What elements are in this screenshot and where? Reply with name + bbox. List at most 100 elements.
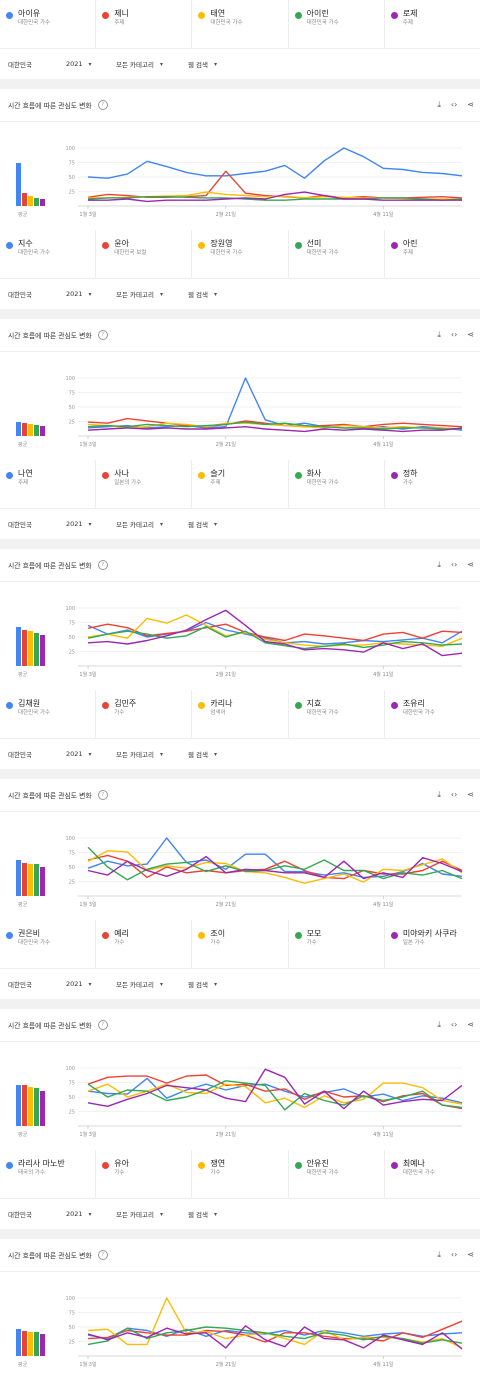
download-icon[interactable]: ⤓: [437, 1020, 441, 1029]
series-line[interactable]: [87, 850, 463, 884]
embed-icon[interactable]: ‹›: [450, 790, 458, 799]
legend-item[interactable]: 지효 대한민국 가수: [289, 690, 385, 738]
category-filter[interactable]: 모든 카테고리 ▾: [116, 289, 188, 300]
legend-item[interactable]: 장원영 대한민국 가수: [192, 230, 289, 278]
series-line[interactable]: [87, 1320, 463, 1343]
series-line[interactable]: [87, 625, 463, 650]
legend-item[interactable]: 권은비 대한민국 가수: [0, 920, 97, 968]
series-line[interactable]: [87, 1068, 463, 1110]
region-filter[interactable]: 대한민국: [8, 1209, 66, 1219]
year-filter[interactable]: 2021 ▾: [66, 750, 116, 758]
series-line[interactable]: [87, 377, 463, 431]
series-line[interactable]: [87, 147, 463, 179]
year-filter[interactable]: 2021 ▾: [66, 1210, 116, 1218]
search-type-filter[interactable]: 웹 검색 ▾: [188, 979, 248, 990]
series-line[interactable]: [87, 195, 463, 201]
legend-item[interactable]: 김채원 대한민국 가수: [0, 690, 97, 738]
series-line[interactable]: [87, 855, 463, 880]
search-type-filter[interactable]: 웹 검색 ▾: [188, 59, 248, 70]
search-type-filter[interactable]: 웹 검색 ▾: [188, 1209, 248, 1220]
series-line[interactable]: [87, 1074, 463, 1110]
category-filter[interactable]: 모든 카테고리 ▾: [116, 979, 188, 990]
legend-item[interactable]: 김민주 가수: [96, 690, 193, 738]
embed-icon[interactable]: ‹›: [450, 330, 458, 339]
legend-item[interactable]: 조이 가수: [192, 920, 289, 968]
legend-item[interactable]: 나연 주제: [0, 460, 97, 508]
region-filter[interactable]: 대한민국: [8, 289, 66, 299]
download-icon[interactable]: ⤓: [437, 100, 441, 109]
download-icon[interactable]: ⤓: [437, 330, 441, 339]
legend-item[interactable]: 조유리 대한민국 가수: [385, 690, 480, 738]
embed-icon[interactable]: ‹›: [450, 1250, 458, 1259]
series-line[interactable]: [87, 614, 463, 648]
legend-item[interactable]: 라리사 마노반 태국의 가수: [0, 1150, 97, 1198]
share-icon[interactable]: ⋖: [467, 1020, 474, 1029]
series-line[interactable]: [87, 609, 463, 657]
series-line[interactable]: [87, 421, 462, 430]
series-line[interactable]: [87, 846, 463, 881]
legend-item[interactable]: 유아 가수: [96, 1150, 193, 1198]
share-icon[interactable]: ⋖: [467, 790, 474, 799]
legend-item[interactable]: 안유진 대한민국 가수: [289, 1150, 385, 1198]
legend-item[interactable]: 지수 대한민국 가수: [0, 230, 97, 278]
legend-item[interactable]: 아이린 대한민국 가수: [289, 0, 385, 48]
help-icon[interactable]: ?: [97, 560, 108, 570]
legend-item[interactable]: 쟁연 가수: [192, 1150, 289, 1198]
legend-item[interactable]: 최예나 대한민국 가수: [385, 1150, 480, 1198]
series-line[interactable]: [87, 1327, 463, 1340]
legend-item[interactable]: 화사 대한민국 가수: [289, 460, 385, 508]
help-icon[interactable]: ?: [97, 1020, 108, 1030]
share-icon[interactable]: ⋖: [467, 560, 474, 569]
region-filter[interactable]: 대한민국: [8, 59, 66, 69]
series-line[interactable]: [87, 425, 463, 433]
download-icon[interactable]: ⤓: [437, 560, 441, 569]
help-icon[interactable]: ?: [97, 790, 108, 800]
region-filter[interactable]: 대한민국: [8, 979, 66, 989]
help-icon[interactable]: ?: [97, 1250, 108, 1260]
legend-item[interactable]: 카리나 엄색어: [192, 690, 289, 738]
region-filter[interactable]: 대한민국: [8, 519, 66, 529]
legend-item[interactable]: 예리 가수: [96, 920, 193, 968]
legend-item[interactable]: 태연 대한민국 가수: [192, 0, 289, 48]
year-filter[interactable]: 2021 ▾: [66, 290, 116, 298]
series-line[interactable]: [87, 1077, 463, 1104]
legend-item[interactable]: 로제 주제: [385, 0, 480, 48]
download-icon[interactable]: ⤓: [437, 790, 441, 799]
legend-item[interactable]: 아이유 대한민국 가수: [0, 0, 97, 48]
share-icon[interactable]: ⋖: [467, 100, 474, 109]
legend-item[interactable]: 아린 주제: [385, 230, 480, 278]
help-icon[interactable]: ?: [97, 330, 108, 340]
series-line[interactable]: [87, 1326, 463, 1346]
search-type-filter[interactable]: 웹 검색 ▾: [188, 749, 248, 760]
share-icon[interactable]: ⋖: [467, 330, 474, 339]
series-line[interactable]: [87, 837, 463, 879]
year-filter[interactable]: 2021 ▾: [66, 520, 116, 528]
search-type-filter[interactable]: 웹 검색 ▾: [188, 519, 248, 530]
search-type-filter[interactable]: 웹 검색 ▾: [188, 289, 248, 300]
legend-item[interactable]: 미야와키 사쿠라 일본 가수: [385, 920, 480, 968]
series-line[interactable]: [87, 623, 463, 642]
legend-item[interactable]: 제니 주제: [96, 0, 193, 48]
year-filter[interactable]: 2021 ▾: [66, 980, 116, 988]
year-filter[interactable]: 2021 ▾: [66, 60, 116, 68]
series-line[interactable]: [88, 191, 462, 203]
series-line[interactable]: [87, 422, 463, 430]
legend-item[interactable]: 정하 가수: [385, 460, 480, 508]
help-icon[interactable]: ?: [97, 100, 108, 110]
region-filter[interactable]: 대한민국: [8, 749, 66, 759]
legend-item[interactable]: 모모 가수: [289, 920, 385, 968]
embed-icon[interactable]: ‹›: [450, 1020, 458, 1029]
embed-icon[interactable]: ‹›: [450, 560, 458, 569]
category-filter[interactable]: 모든 카테고리 ▾: [116, 519, 188, 530]
legend-item[interactable]: 사나 일본의 가수: [96, 460, 193, 508]
category-filter[interactable]: 모든 카테고리 ▾: [116, 59, 188, 70]
embed-icon[interactable]: ‹›: [450, 100, 458, 109]
share-icon[interactable]: ⋖: [467, 1250, 474, 1259]
series-line[interactable]: [87, 1325, 463, 1350]
legend-item[interactable]: 슬기 주제: [192, 460, 289, 508]
category-filter[interactable]: 모든 카테고리 ▾: [116, 1209, 188, 1220]
legend-item[interactable]: 윤아 대한민국 보컬: [96, 230, 193, 278]
series-line[interactable]: [87, 1082, 463, 1109]
download-icon[interactable]: ⤓: [437, 1250, 441, 1259]
category-filter[interactable]: 모든 카테고리 ▾: [116, 749, 188, 760]
